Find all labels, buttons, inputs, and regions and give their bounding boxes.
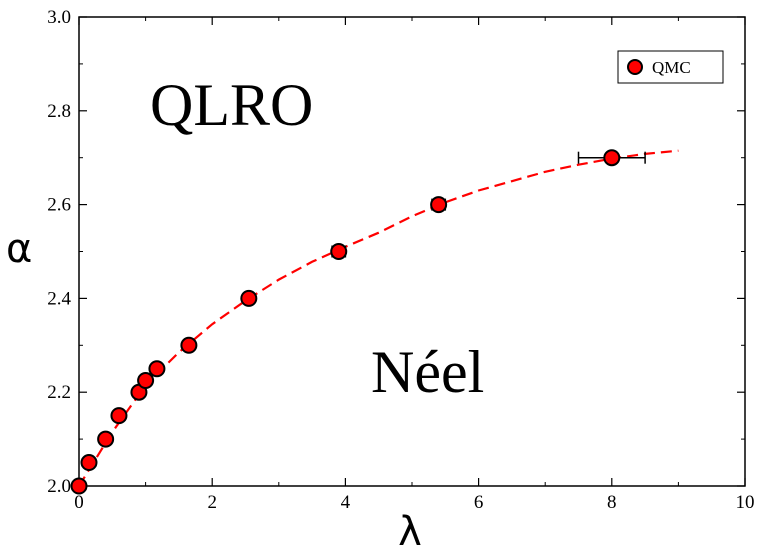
x-tick-label: 8	[607, 492, 617, 513]
data-point	[330, 243, 348, 260]
legend-marker-qmc	[627, 59, 643, 75]
legend-label-qmc: QMC	[652, 58, 691, 77]
data-point	[137, 371, 155, 389]
data-point	[603, 149, 621, 167]
x-axis-label: λ	[398, 509, 422, 550]
x-tick-label: 4	[341, 492, 351, 513]
y-tick-label: 3.0	[47, 7, 71, 28]
data-point	[97, 430, 115, 448]
y-axis-label: α	[6, 226, 32, 272]
axis-ticks: 0 2 4 6 8 10 2.0 2.2 2.4 2.6 2.8 3.0	[47, 7, 754, 513]
x-tick-label: 10	[736, 492, 755, 513]
x-tick-label: 6	[474, 492, 484, 513]
data-point	[148, 360, 166, 378]
y-tick-label: 2.6	[47, 195, 71, 216]
x-tick-label: 0	[74, 492, 84, 513]
data-point	[240, 289, 258, 307]
data-point	[180, 336, 198, 354]
y-tick-label: 2.8	[47, 101, 71, 122]
region-label-qlro: QLRO	[150, 72, 313, 138]
data-point	[430, 196, 448, 214]
data-point	[110, 407, 128, 425]
region-label-neel: Néel	[371, 339, 484, 405]
data-point	[80, 454, 98, 472]
data-point	[70, 477, 88, 495]
fit-curve	[78, 149, 679, 487]
y-tick-label: 2.0	[47, 476, 71, 497]
x-tick-label: 2	[207, 492, 217, 513]
data-points-group	[70, 149, 646, 495]
fit-curve-group	[78, 149, 679, 487]
y-tick-label: 2.4	[47, 288, 71, 309]
y-tick-label: 2.2	[47, 382, 71, 403]
legend: QMC	[617, 50, 724, 84]
